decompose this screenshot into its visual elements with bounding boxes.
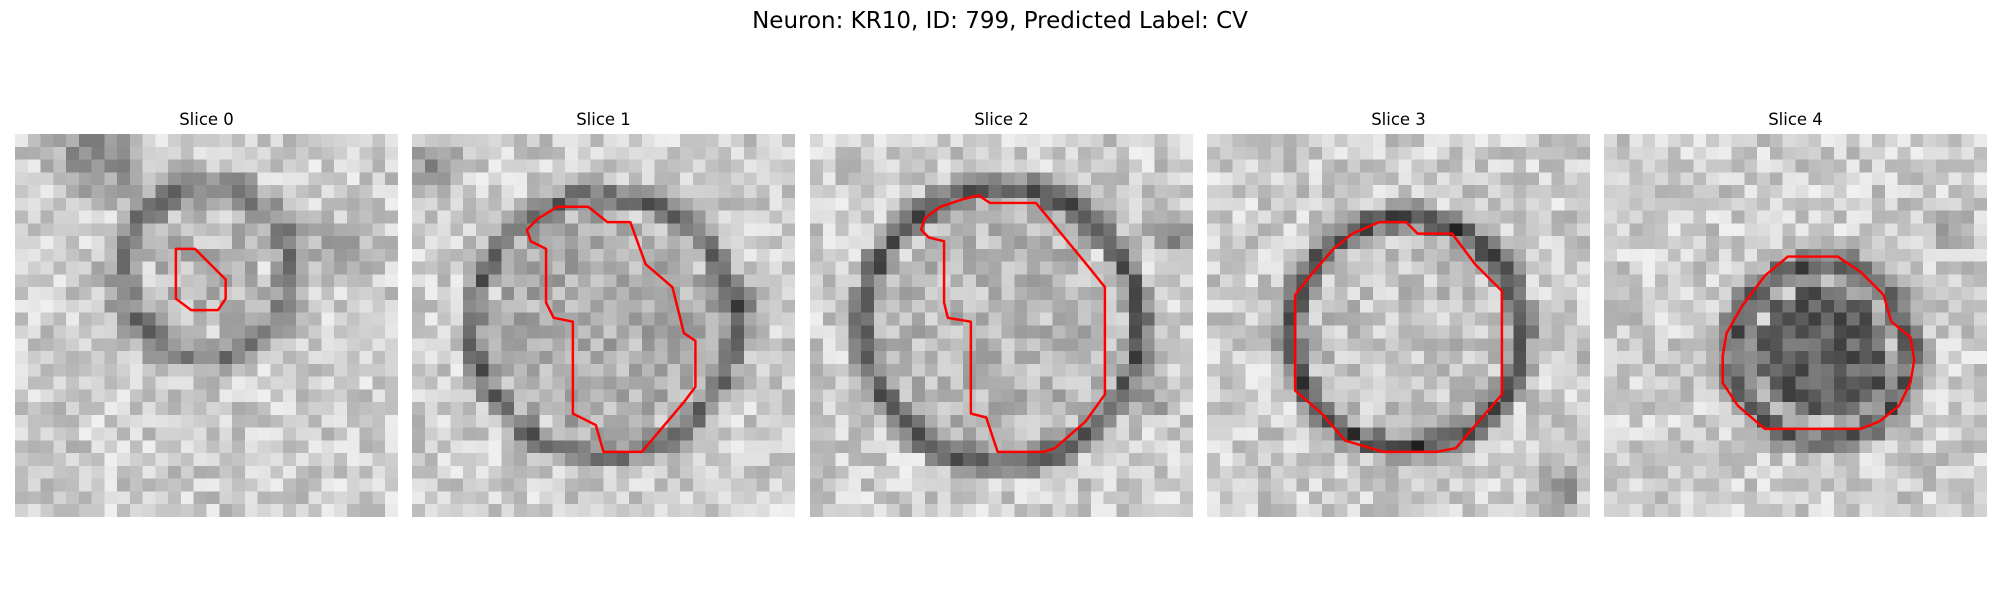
contour-overlay bbox=[919, 194, 1107, 454]
segmentation-contour bbox=[919, 194, 1107, 454]
slice-title: Slice 2 bbox=[974, 110, 1029, 129]
slice-panel-0: Slice 0 bbox=[15, 108, 398, 517]
contour-overlay bbox=[525, 205, 697, 454]
figure-title: Neuron: KR10, ID: 799, Predicted Label: … bbox=[752, 8, 1248, 34]
slice-panel-1: Slice 1 bbox=[412, 108, 795, 517]
contour-overlay bbox=[174, 247, 227, 312]
grayscale-patch bbox=[810, 134, 1193, 517]
grayscale-patch bbox=[15, 134, 398, 517]
grayscale-patch bbox=[1604, 134, 1987, 517]
slice-image bbox=[412, 134, 795, 517]
contour-overlay bbox=[1293, 220, 1504, 454]
segmentation-contour bbox=[1721, 255, 1916, 431]
grayscale-patch bbox=[1207, 134, 1590, 517]
slice-title: Slice 4 bbox=[1768, 110, 1823, 129]
slice-image bbox=[15, 134, 398, 517]
segmentation-contour bbox=[525, 205, 697, 454]
contour-overlay bbox=[1721, 255, 1916, 431]
slice-title: Slice 0 bbox=[179, 110, 234, 129]
slice-panel-3: Slice 3 bbox=[1207, 108, 1590, 517]
slice-image bbox=[810, 134, 1193, 517]
slice-image bbox=[1207, 134, 1590, 517]
slice-panel-2: Slice 2 bbox=[810, 108, 1193, 517]
slice-title: Slice 3 bbox=[1371, 110, 1426, 129]
slice-panel-4: Slice 4 bbox=[1604, 108, 1987, 517]
segmentation-contour bbox=[174, 247, 227, 312]
segmentation-contour bbox=[1293, 220, 1504, 454]
slice-title: Slice 1 bbox=[576, 110, 631, 129]
grayscale-patch bbox=[412, 134, 795, 517]
slice-image bbox=[1604, 134, 1987, 517]
